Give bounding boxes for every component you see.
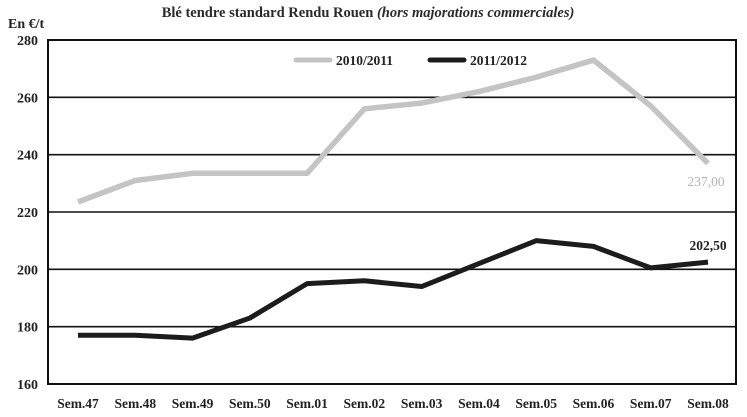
legend-label-2010-2011: 2010/2011 xyxy=(336,53,393,68)
series-line-2010-2011 xyxy=(77,57,710,205)
end-label-2010-2011: 237,00 xyxy=(687,174,724,189)
legend: 2010/2011 2011/2012 xyxy=(293,53,527,68)
x-tick-label: Sem.48 xyxy=(114,396,156,411)
chart-subtitle: (hors majorations commerciales) xyxy=(377,5,574,21)
legend-label-2011-2012: 2011/2012 xyxy=(470,53,527,68)
series-lines xyxy=(77,57,710,341)
y-tick-label: 240 xyxy=(17,149,38,164)
plot-frame xyxy=(47,39,737,385)
x-tick-label: Sem.05 xyxy=(515,396,557,411)
x-tick-label: Sem.49 xyxy=(172,396,214,411)
x-tick-label: Sem.08 xyxy=(687,396,729,411)
x-tick-label: Sem.50 xyxy=(229,396,271,411)
series-line-2011-2012 xyxy=(78,238,709,341)
grid xyxy=(48,96,736,328)
x-tick-label: Sem.03 xyxy=(401,396,443,411)
y-tick-label: 220 xyxy=(17,206,38,221)
x-tick-label: Sem.07 xyxy=(630,396,672,411)
y-tick-label: 180 xyxy=(17,321,38,336)
chart-title-line: Blé tendre standard Rendu Rouen (hors ma… xyxy=(162,5,575,21)
y-axis-ticks: 160 180 200 220 240 260 280 xyxy=(17,34,38,393)
end-label-2011-2012: 202,50 xyxy=(689,238,726,253)
y-axis-label: En €/t xyxy=(8,17,45,32)
x-tick-label: Sem.02 xyxy=(344,396,386,411)
y-tick-label: 200 xyxy=(17,263,38,278)
x-tick-label: Sem.01 xyxy=(286,396,328,411)
x-tick-label: Sem.47 xyxy=(57,396,99,411)
y-tick-label: 160 xyxy=(17,378,38,393)
chart-title: Blé tendre standard Rendu Rouen xyxy=(162,5,374,21)
x-tick-label: Sem.04 xyxy=(458,396,500,411)
x-tick-label: Sem.06 xyxy=(573,396,615,411)
y-tick-label: 260 xyxy=(17,91,38,106)
y-tick-label: 280 xyxy=(17,34,38,49)
x-axis-ticks: Sem.47 Sem.48 Sem.49 Sem.50 Sem.01 Sem.02 Sem.… xyxy=(57,396,729,411)
